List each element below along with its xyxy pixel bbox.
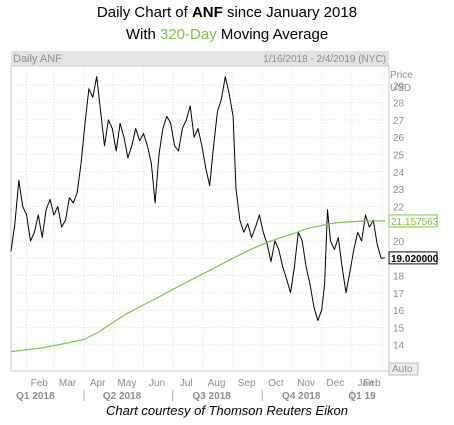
x-tick-label: Jul [180, 378, 193, 389]
y-tick-label: 20 [393, 237, 405, 248]
title-line-2: With 320-Day Moving Average [0, 24, 454, 46]
title-suffix: since January 2018 [222, 4, 358, 21]
y-tick-label: 29 [393, 81, 405, 92]
value-label-box [388, 214, 438, 228]
quarter-label: Q4 2018 [282, 391, 321, 402]
y-tick-label: 18 [393, 272, 405, 283]
x-tick-label: Jan [357, 378, 373, 389]
y-tick-label: 27 [393, 116, 405, 127]
title-prefix: Daily Chart of [96, 4, 192, 21]
y-tick-label: 17 [393, 289, 405, 300]
x-tick-label: Oct [268, 378, 284, 389]
x-tick-label: Sep [238, 378, 256, 389]
value-label-box [388, 251, 438, 265]
panel-header-bar [11, 51, 389, 66]
subtitle-prefix: With [125, 26, 160, 43]
quarter-label: Q3 2018 [192, 391, 231, 402]
quarter-label: Q1 2018 [16, 391, 55, 402]
x-tick-label: Aug [208, 378, 226, 389]
value-labels: 21.157563 19.020000 [388, 214, 439, 265]
x-tick-label: Apr [90, 378, 106, 389]
price-axis-label: Price [390, 70, 413, 81]
title-ticker: ANF [191, 4, 223, 21]
auto-scale-label: Auto [392, 364, 413, 375]
auto-scale-button[interactable] [388, 362, 419, 376]
panel-label: Daily ANF [13, 53, 62, 65]
quarter-label: Q2 2018 [103, 391, 142, 402]
x-tick-label: Nov [297, 378, 315, 389]
series-layer [10, 76, 386, 353]
x-tick-label: Dec [326, 378, 344, 389]
quarter-ticks: Q1 2018 Q2 2018 Q3 2018 Q4 2018 Q1 19 [16, 390, 376, 402]
plot-area [10, 65, 390, 372]
chart-credit: Chart courtesy of Thomson Reuters Eikon [105, 403, 349, 418]
y-tick-label: 26 [393, 133, 405, 144]
x-tick-label: Feb [31, 378, 49, 389]
x-tick-label: Jun [149, 378, 165, 389]
x-tick-label: Mar [59, 378, 77, 389]
x-tick-label: Feb [363, 378, 381, 389]
x-tick-label: May [117, 378, 136, 389]
y-tick-label: 15 [393, 323, 405, 334]
y-tick-label: 28 [393, 99, 405, 110]
moving-average-value-label: 21.157563 [388, 214, 439, 228]
y-tick-label: 23 [393, 185, 405, 196]
date-range-label: 1/16/2018 - 2/4/2019 (NYC) [263, 54, 386, 65]
price-series-line [10, 76, 386, 321]
y-tick-label: 22 [393, 202, 405, 213]
y-tick-label: 24 [393, 168, 405, 179]
currency-axis-label: USD [390, 83, 411, 94]
moving-average-line [10, 220, 386, 353]
chart-title: Daily Chart of ANF since January 2018 Wi… [0, 2, 454, 46]
subtitle-suffix: Moving Average [216, 26, 329, 43]
value-label-text: 21.157563 [391, 217, 439, 228]
subtitle-accent: 320-Day [160, 26, 217, 43]
title-line-1: Daily Chart of ANF since January 2018 [0, 2, 454, 24]
quarter-label: Q1 19 [348, 391, 376, 402]
last-price-label: 19.020000 [388, 251, 439, 265]
value-label-text: 19.020000 [391, 254, 439, 265]
y-tick-label: 16 [393, 306, 405, 317]
y-tick-label: 14 [393, 341, 405, 352]
y-tick-label: 25 [393, 150, 405, 161]
